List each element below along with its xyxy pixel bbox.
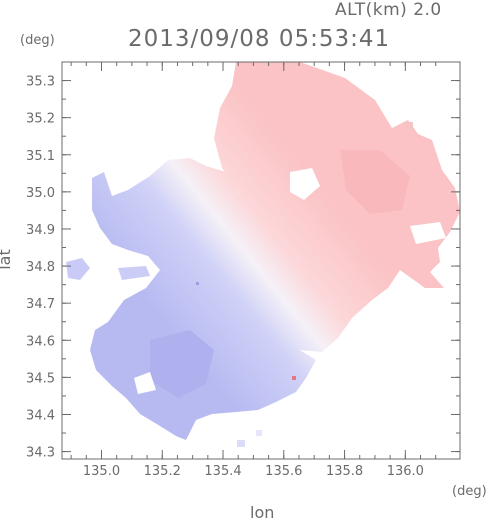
western-echo-patch-2 <box>118 266 150 280</box>
y-tick-label: 35.3 <box>26 75 55 90</box>
echo-speckle <box>237 440 245 447</box>
x-tick-label: 135.6 <box>265 464 302 479</box>
y-axis-ticks: 34.3 34.4 34.5 34.6 34.7 34.8 34.9 35.0 35.1 35.2… <box>26 61 460 461</box>
y-tick-label: 35.1 <box>26 149 55 164</box>
no-echo-gap-2 <box>134 372 156 394</box>
x-tick-label: 135.0 <box>83 464 120 479</box>
lon-unit-label: (deg) <box>452 484 487 499</box>
y-tick-label: 35.0 <box>26 186 55 201</box>
echo-speckle <box>196 282 199 285</box>
no-echo-gap <box>290 168 320 200</box>
x-tick-label: 136.0 <box>387 464 424 479</box>
y-tick-label: 34.9 <box>26 223 55 238</box>
echo-speckle <box>292 376 296 380</box>
y-tick-label: 34.6 <box>26 334 55 349</box>
y-tick-label: 34.8 <box>26 260 55 275</box>
approaching-echo-area <box>90 158 316 440</box>
x-tick-label: 135.2 <box>144 464 181 479</box>
western-echo-patch <box>66 258 90 280</box>
echo-speckle <box>405 122 413 130</box>
x-tick-label: 135.4 <box>204 464 241 479</box>
receding-echo-area <box>214 62 460 352</box>
y-tick-label: 35.2 <box>26 112 55 127</box>
altitude-label: ALT(km) 2.0 <box>335 0 442 20</box>
x-tick-label: 135.8 <box>326 464 363 479</box>
y-tick-label: 34.7 <box>26 297 55 312</box>
x-axis-ticks: 135.0 135.2 135.4 135.6 135.8 136.0 <box>70 62 437 479</box>
y-tick-label: 34.4 <box>26 408 55 423</box>
y-tick-label: 34.5 <box>26 371 55 386</box>
echo-speckle <box>256 430 262 436</box>
plot-frame <box>61 61 461 460</box>
strong-approaching-patch <box>150 330 214 398</box>
timestamp-title: 2013/09/08 05:53:41 <box>128 26 391 52</box>
strong-receding-patch <box>340 150 410 214</box>
lon-axis-label: lon <box>250 503 275 522</box>
echo-region <box>66 62 460 447</box>
y-tick-label: 34.3 <box>26 446 55 461</box>
lat-unit-label: (deg) <box>20 33 55 48</box>
no-echo-gap-3 <box>410 222 446 244</box>
